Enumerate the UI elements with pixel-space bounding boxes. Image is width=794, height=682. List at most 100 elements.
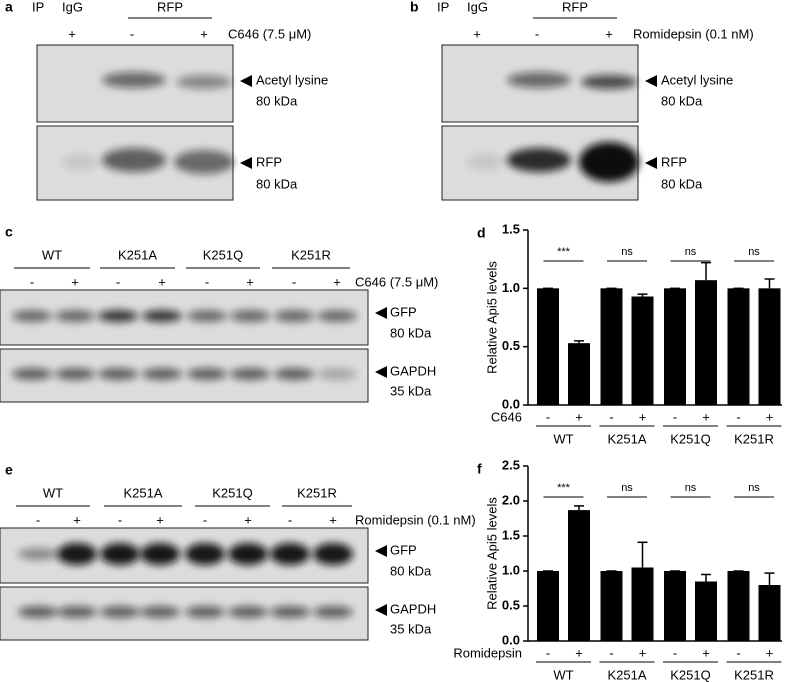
- sign: -: [736, 645, 740, 660]
- treatment-label: Romidepsin (0.1 nM): [633, 26, 754, 41]
- group-label: WT: [553, 667, 573, 682]
- arrow: [375, 604, 387, 616]
- band: [228, 606, 268, 618]
- sign: +: [333, 274, 341, 289]
- panel-letter: d: [477, 225, 486, 241]
- sign: -: [116, 274, 120, 289]
- band: [98, 310, 138, 322]
- sign: -: [292, 274, 296, 289]
- sign: +: [605, 26, 613, 41]
- panel-letter: f: [477, 461, 482, 477]
- y-tick-label: 2.0: [502, 492, 520, 507]
- band: [507, 148, 571, 172]
- band: [55, 310, 95, 322]
- sign: -: [30, 274, 34, 289]
- y-axis-title: Relative Api5 levels: [484, 261, 499, 374]
- y-tick-label: 1.0: [502, 562, 520, 577]
- y-tick-label: 1.0: [502, 280, 520, 295]
- band: [176, 75, 232, 89]
- band: [18, 548, 58, 560]
- group-label: K251Q: [203, 247, 243, 262]
- bar: [664, 571, 686, 641]
- bar: [568, 343, 590, 405]
- bar: [537, 571, 559, 641]
- band: [18, 606, 58, 618]
- treatment-label: C646 (7.5 μM): [355, 274, 438, 289]
- band: [274, 368, 314, 380]
- sign: +: [244, 512, 252, 527]
- sign: +: [766, 409, 774, 424]
- band: [98, 368, 138, 380]
- band: [102, 72, 166, 88]
- bar: [727, 571, 750, 641]
- treatment-label: C646 (7.5 μM): [228, 26, 311, 41]
- band: [270, 606, 310, 618]
- group-label: WT: [43, 485, 63, 500]
- panel-letter: a: [5, 0, 13, 15]
- band-label: GFP: [390, 542, 417, 557]
- band-label: RFP: [256, 154, 282, 169]
- sign: -: [130, 26, 134, 41]
- arrow: [240, 75, 252, 87]
- band: [228, 543, 268, 565]
- y-tick-label: 0.5: [502, 597, 520, 612]
- sign: +: [639, 645, 647, 660]
- group-label: WT: [42, 247, 62, 262]
- sign: +: [766, 645, 774, 660]
- significance: ns: [685, 482, 697, 494]
- arrow: [645, 157, 657, 169]
- sign: +: [68, 26, 76, 41]
- band: [185, 543, 225, 565]
- sign: -: [546, 645, 550, 660]
- band-size: 35 kDa: [390, 621, 432, 636]
- bar: [600, 571, 623, 641]
- band: [12, 310, 52, 322]
- arrow: [240, 157, 252, 169]
- band: [185, 606, 225, 618]
- panel-letter: b: [410, 0, 419, 15]
- sign: +: [158, 274, 166, 289]
- sign: +: [200, 26, 208, 41]
- panel-letter: e: [5, 462, 13, 478]
- significance: ns: [748, 246, 760, 258]
- band: [230, 368, 270, 380]
- band: [142, 310, 182, 322]
- band-size: 80 kDa: [661, 93, 703, 108]
- band: [317, 310, 357, 322]
- sign: -: [736, 409, 740, 424]
- bar: [631, 296, 654, 405]
- group-label: K251A: [123, 485, 162, 500]
- band: [142, 368, 182, 380]
- sign: +: [71, 274, 79, 289]
- significance: ***: [557, 246, 571, 258]
- significance: ***: [557, 482, 571, 494]
- sign: +: [639, 409, 647, 424]
- significance: ns: [621, 246, 633, 258]
- sign: -: [203, 512, 207, 527]
- sign: -: [673, 645, 677, 660]
- sign: -: [673, 409, 677, 424]
- band: [507, 72, 571, 88]
- y-tick-label: 0.0: [502, 632, 520, 647]
- rfp-label: RFP: [562, 0, 588, 14]
- band-label: GFP: [390, 304, 417, 319]
- bar: [758, 288, 781, 405]
- band: [270, 543, 310, 565]
- band: [100, 606, 140, 618]
- sign: +: [702, 409, 710, 424]
- sign: -: [36, 512, 40, 527]
- group-label: K251A: [118, 247, 157, 262]
- group-label: K251Q: [212, 485, 252, 500]
- sign: -: [205, 274, 209, 289]
- bar: [695, 581, 717, 641]
- band-label: RFP: [661, 154, 687, 169]
- y-tick-label: 0.0: [502, 396, 520, 411]
- arrow: [645, 75, 657, 87]
- arrow: [375, 545, 387, 557]
- significance: ns: [685, 246, 697, 258]
- bar: [664, 288, 686, 405]
- arrow: [375, 366, 387, 378]
- treatment-label: Romidepsin (0.1 nM): [355, 512, 476, 527]
- y-tick-label: 1.5: [502, 527, 520, 542]
- band-size: 35 kDa: [390, 383, 432, 398]
